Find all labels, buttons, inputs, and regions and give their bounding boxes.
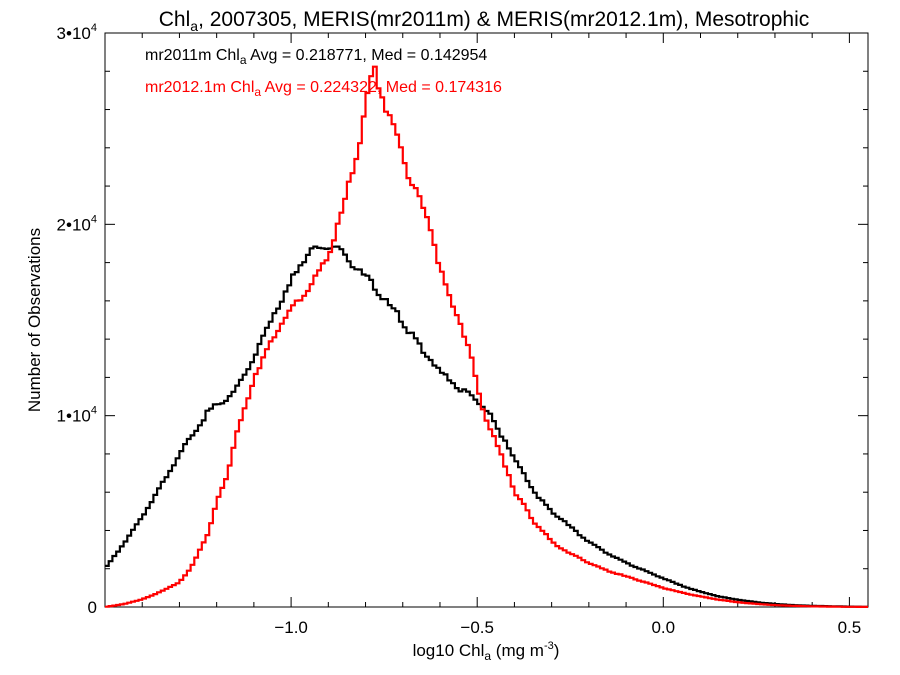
- x-tick-label-1: −0.5: [460, 618, 494, 637]
- x-axis-label-rest: (mg m: [491, 641, 544, 660]
- x-axis-label-superscript: -3: [544, 640, 554, 652]
- x-tick-label-3: 0.5: [838, 618, 862, 637]
- x-tick-label-2: 0.0: [651, 618, 675, 637]
- legend-entry-mr2012-1m-pre: mr2012.1m Chl: [145, 79, 254, 96]
- legend-entry-mr2012-1m-post: Avg = 0.224322, Med = 0.174316: [261, 79, 502, 96]
- chart-title-rest: , 2007305, MERIS(mr2011m) & MERIS(mr2012…: [198, 8, 809, 31]
- histogram-series-group: [105, 65, 868, 608]
- x-tick-label-0: −1.0: [274, 618, 308, 637]
- y-axis-ticks: 0 1•104 2•104 3•104: [57, 22, 868, 617]
- legend-entry-mr2011m-pre: mr2011m Chl: [145, 47, 240, 64]
- y-tick-label-2: 2•104: [57, 213, 97, 234]
- y-tick-label-1: 1•104: [57, 405, 97, 426]
- legend-entry-mr2011m-post: Avg = 0.218771, Med = 0.142954: [247, 47, 488, 64]
- plot-frame: [104, 32, 869, 608]
- legend-entry-mr2011m: mr2011m Chla Avg = 0.218771, Med = 0.142…: [145, 47, 487, 67]
- x-axis-label-close: ): [554, 641, 560, 660]
- y-axis-label: Number of Observations: [25, 228, 44, 412]
- legend-entry-mr2012-1m-subscript: a: [254, 85, 261, 99]
- x-axis-label-main: log10 Chl: [413, 641, 485, 660]
- chart-title: Chla, 2007305, MERIS(mr2011m) & MERIS(mr…: [159, 8, 809, 34]
- histogram-series-0: [105, 245, 868, 608]
- histogram-series-1: [105, 65, 868, 608]
- x-axis-ticks: −1.0 −0.5 0.0 0.5: [141, 33, 862, 637]
- chart-title-subscript: a: [190, 18, 198, 34]
- legend-entry-mr2012-1m: mr2012.1m Chla Avg = 0.224322, Med = 0.1…: [145, 79, 502, 99]
- y-tick-label-0: 0: [88, 598, 97, 617]
- x-axis-label-subscript: a: [484, 649, 491, 663]
- y-tick-label-3: 3•104: [57, 22, 97, 43]
- x-axis-label: log10 Chla (mg m-3): [413, 640, 560, 663]
- legend-entry-mr2011m-subscript: a: [240, 53, 247, 67]
- chart-title-main: Chl: [159, 8, 191, 31]
